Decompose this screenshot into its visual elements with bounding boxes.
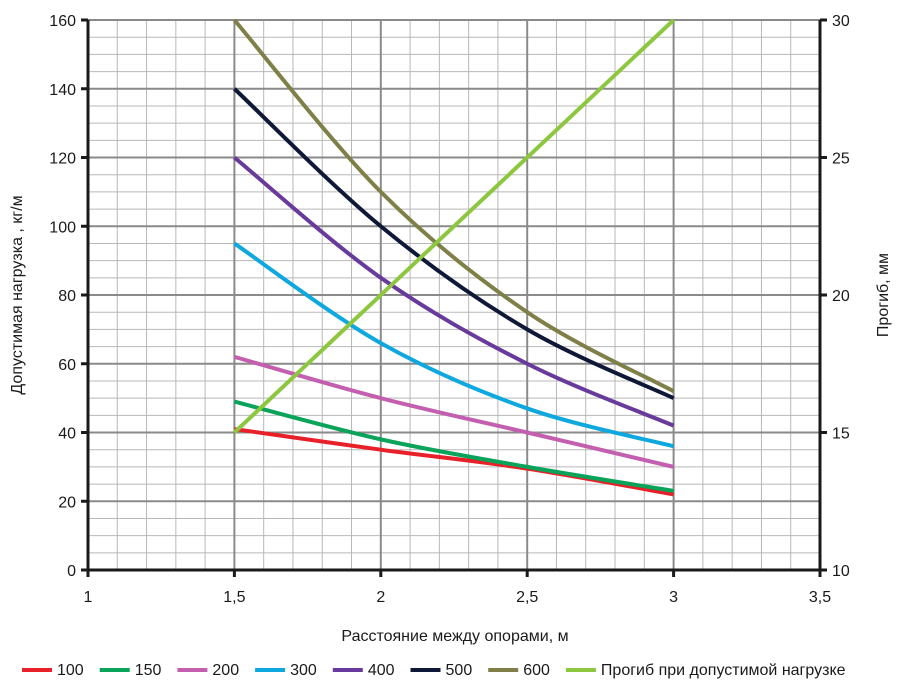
y2-axis-title: Прогиб, мм [875, 253, 892, 337]
series-lines [232, 18, 675, 497]
legend: 100 150 200 300 400 500 600 Прогиб при допустим… [22, 662, 846, 679]
legend-label-0: 100 [57, 662, 84, 679]
series-line-7 [233, 18, 675, 434]
y2-tick-label: 30 [832, 13, 850, 30]
y-tick-label: 40 [58, 426, 76, 443]
y-tick-label: 100 [49, 219, 76, 236]
legend-label-3: 300 [290, 662, 317, 679]
y-tick-label: 60 [58, 357, 76, 374]
x-tick-label: 3 [669, 589, 678, 606]
series-line-4 [233, 155, 675, 428]
series-line-0 [234, 427, 674, 497]
legend-label-1: 150 [135, 662, 162, 679]
legend-label-5: 500 [446, 662, 473, 679]
x-tick-label: 1,5 [223, 589, 245, 606]
y-tick-label: 0 [67, 563, 76, 580]
grid-major [87, 19, 821, 571]
x-tick-label: 3,5 [809, 589, 831, 606]
x-tick-label: 1 [84, 589, 93, 606]
series-line-2 [233, 354, 675, 469]
legend-label-2: 200 [212, 662, 239, 679]
legend-label-7: Прогиб при допустимой нагрузке [601, 662, 846, 679]
legend-label-4: 400 [368, 662, 395, 679]
x-tick-label: 2 [376, 589, 385, 606]
y-tick-label: 80 [58, 288, 76, 305]
y2-tick-label: 15 [832, 426, 850, 443]
y2-tick-label: 20 [832, 288, 850, 305]
y-tick-label: 120 [49, 151, 76, 168]
series-line-5 [233, 87, 675, 400]
series-line-1 [233, 399, 674, 493]
y-axis-title: Допустимая нагрузка , кг/м [9, 195, 26, 394]
y-tick-label: 160 [49, 13, 76, 30]
tick-labels: 0 20 40 60 80 100 120 140 160 10 15 20 25 30 1 1,5 2 2,5 3… [49, 13, 850, 606]
legend-label-6: 600 [523, 662, 550, 679]
x-tick-label: 2,5 [516, 589, 538, 606]
y2-tick-label: 25 [832, 151, 850, 168]
y2-tick-label: 10 [832, 563, 850, 580]
x-axis-title: Расстояние между опорами, м [341, 628, 568, 645]
series-line-3 [233, 241, 675, 449]
axes [81, 18, 827, 577]
y-tick-label: 140 [49, 82, 76, 99]
series-line-6 [232, 18, 675, 394]
y-tick-label: 20 [58, 494, 76, 511]
